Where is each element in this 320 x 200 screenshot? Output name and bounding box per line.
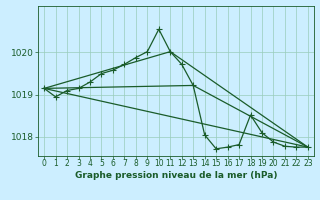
X-axis label: Graphe pression niveau de la mer (hPa): Graphe pression niveau de la mer (hPa) [75,171,277,180]
